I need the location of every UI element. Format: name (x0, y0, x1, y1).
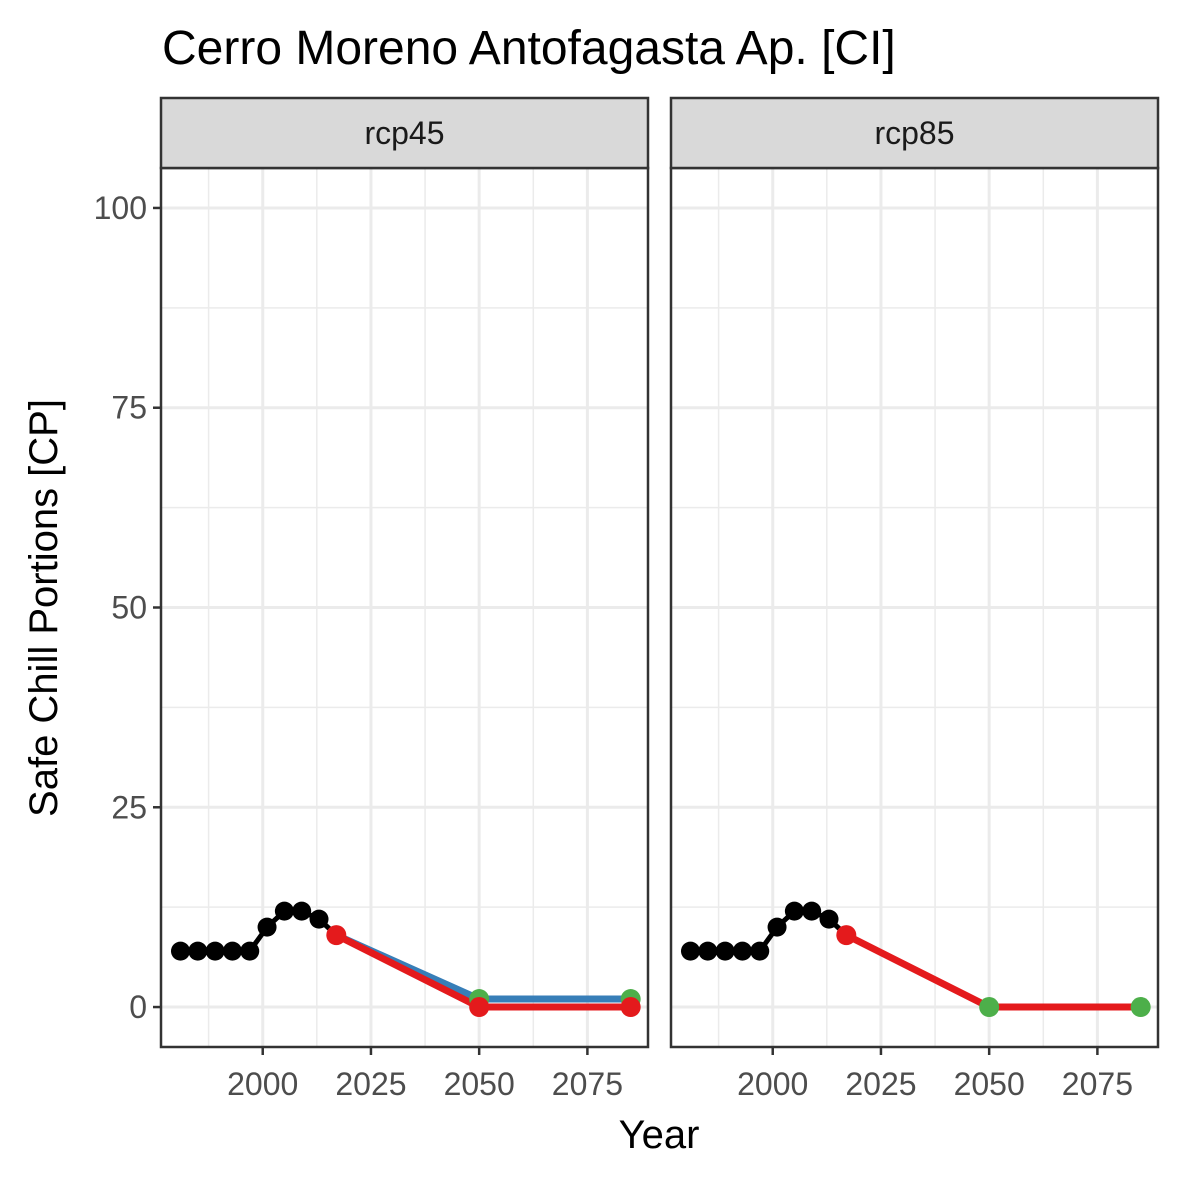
x-tick-label: 2050 (954, 1066, 1025, 1102)
x-tick-label: 2000 (737, 1066, 808, 1102)
x-tick-label: 2025 (845, 1066, 916, 1102)
y-tick-label: 100 (94, 190, 147, 226)
series-point-green (1130, 997, 1151, 1018)
historic-point (784, 901, 804, 921)
y-tick-label: 50 (111, 590, 147, 626)
historic-point (750, 941, 770, 961)
panel-rcp85: rcp85 2000 2025 2050 2075 (669, 96, 1160, 1102)
historic-point (292, 901, 312, 921)
y-tick-label: 25 (111, 789, 147, 825)
y-tick-label: 75 (111, 390, 147, 426)
series-point-red (836, 925, 857, 946)
y-tick-label: 0 (129, 989, 147, 1025)
historic-point (222, 941, 242, 961)
series-point-green (979, 997, 1000, 1018)
historic-point (802, 901, 822, 921)
y-axis-title: Safe Chill Portions [CP] (22, 399, 66, 817)
panel-rcp45: rcp45 2000 2025 2050 2075 0 25 50 75 100 (94, 96, 650, 1102)
strip-rcp45 (159, 96, 650, 170)
historic-point (274, 901, 294, 921)
x-tick-label: 2075 (1062, 1066, 1133, 1102)
historic-point (680, 941, 700, 961)
historic-point (170, 941, 190, 961)
panels: rcp45 2000 2025 2050 2075 0 25 50 75 100 rcp85 2000… (94, 96, 1160, 1102)
series-point-red (620, 997, 641, 1018)
strip-rcp85 (669, 96, 1160, 170)
historic-point (240, 941, 260, 961)
chart-title: Cerro Moreno Antofagasta Ap. [CI] (162, 22, 896, 75)
historic-point (188, 941, 208, 961)
historic-point (205, 941, 225, 961)
strip-label: rcp85 (874, 115, 954, 151)
x-tick-label: 2050 (444, 1066, 515, 1102)
historic-point (309, 909, 329, 929)
x-tick-label: 2000 (227, 1066, 298, 1102)
historic-point (819, 909, 839, 929)
series-point-red (326, 925, 347, 946)
x-axis-title: Year (619, 1113, 700, 1157)
x-tick-label: 2025 (335, 1066, 406, 1102)
historic-point (732, 941, 752, 961)
historic-point (698, 941, 718, 961)
historic-point (715, 941, 735, 961)
series-point-red (469, 997, 490, 1018)
historic-point (257, 917, 277, 937)
historic-point (767, 917, 787, 937)
strip-label: rcp45 (364, 115, 444, 151)
x-tick-label: 2075 (552, 1066, 623, 1102)
